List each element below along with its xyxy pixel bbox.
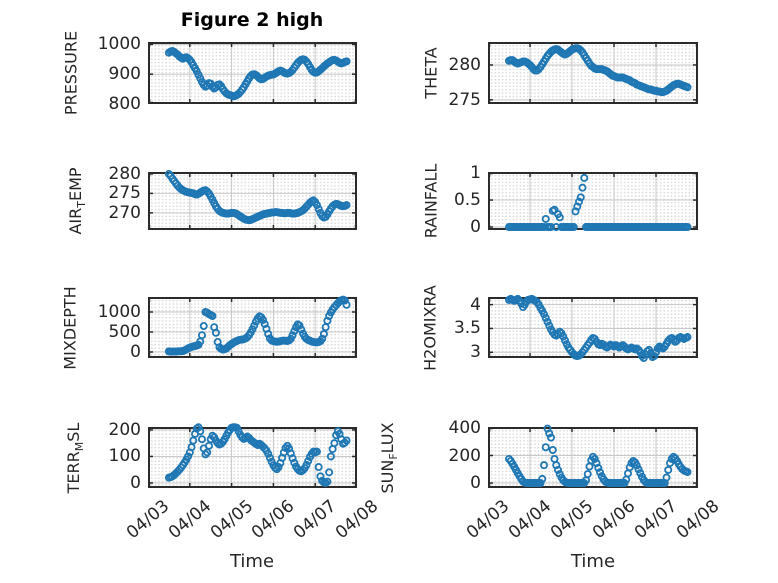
ytick-label: 200 [448, 445, 481, 466]
ytick-label: 3.5 [453, 318, 481, 339]
subplot-sun-flux: SUNFLUX 0 200 400 04/03 04/04 04/05 04/06 04/07 0… [378, 418, 723, 543]
air-temp-chart [148, 169, 357, 230]
subplot-terr-msl: TERRMSL 0 100 200 04/03 04/04 04/05 04/06 04/07 0… [64, 420, 382, 543]
ylabel-mixdepth: MIXDEPTH [60, 285, 80, 370]
ytick-label: 400 [448, 417, 481, 438]
data-markers [504, 173, 692, 232]
axis-frame [488, 172, 698, 230]
sun-flux-chart [488, 424, 698, 488]
data-markers [164, 423, 351, 487]
plot-area-rainfall [488, 172, 698, 232]
plot-area-pressure [148, 42, 357, 104]
ytick-label: 0 [130, 472, 141, 493]
terr-msl-chart [148, 423, 357, 488]
plot-area-air-temp [148, 169, 357, 230]
mixdepth-chart [148, 295, 357, 358]
ytick-label: 1000 [97, 34, 141, 55]
ytick-label: 200 [108, 419, 141, 440]
ytick-label: 0.5 [453, 190, 481, 211]
ytick-label: 280 [448, 54, 481, 75]
plot-area-sun-flux [488, 424, 698, 488]
data-markers [504, 294, 692, 363]
subplot-h2omixra: H2OMIXRA 3 3.5 4 [421, 285, 698, 370]
data-markers [504, 424, 692, 488]
ytick-label: 800 [108, 94, 141, 114]
ytick-label: 3 [470, 342, 481, 363]
ytick-label: 280 [108, 163, 141, 184]
ylabel-pressure: PRESSURE [61, 30, 81, 116]
axis-frame [148, 42, 357, 104]
ytick-label: 500 [108, 322, 141, 342]
ytick-label: 1 [470, 163, 481, 184]
data-markers [504, 44, 692, 97]
subplot-theta: THETA 275 280 [422, 42, 698, 110]
data-markers [164, 46, 351, 101]
ytick-label: 900 [108, 64, 141, 85]
x-axis-title-left: Time [229, 551, 275, 572]
theta-chart [488, 42, 698, 104]
data-markers [164, 295, 351, 356]
plot-area-mixdepth [148, 295, 357, 358]
x-axis-title-right: Time [570, 551, 616, 572]
ytick-label: 275 [448, 89, 481, 110]
data-markers [164, 169, 351, 225]
axis-frame [148, 172, 357, 230]
grid-lines [489, 173, 697, 229]
ytick-label: 4 [470, 294, 481, 315]
ytick-label: 270 [108, 202, 141, 223]
plot-area-terr-msl [148, 423, 357, 488]
axis-frame [148, 297, 357, 358]
ytick-label: 100 [108, 446, 141, 467]
ytick-label: 275 [108, 183, 141, 204]
pressure-chart [148, 42, 357, 104]
plot-area-h2omixra [488, 294, 698, 363]
plot-area-theta [488, 42, 698, 104]
ytick-label: 0 [470, 217, 481, 238]
h2omixra-chart [488, 294, 698, 363]
subplot-rainfall: RAINFALL 0 0.5 1 [422, 163, 698, 238]
subplot-pressure: PRESSURE 800 900 1000 [62, 31, 357, 115]
subplot-mixdepth: MIXDEPTH 0 500 1000 [61, 286, 357, 369]
ylabel-sun-flux: SUNFLUX [378, 422, 400, 493]
rainfall-chart [488, 172, 698, 232]
ytick-label: 1000 [97, 302, 141, 322]
subplot-air-temp: AIRTEMP 270 275 280 [66, 164, 357, 235]
ytick-label: 0 [130, 342, 141, 362]
ytick-label: 0 [470, 473, 481, 494]
figure-title: Figure 2 high [180, 9, 324, 31]
axis-frame [488, 42, 698, 104]
